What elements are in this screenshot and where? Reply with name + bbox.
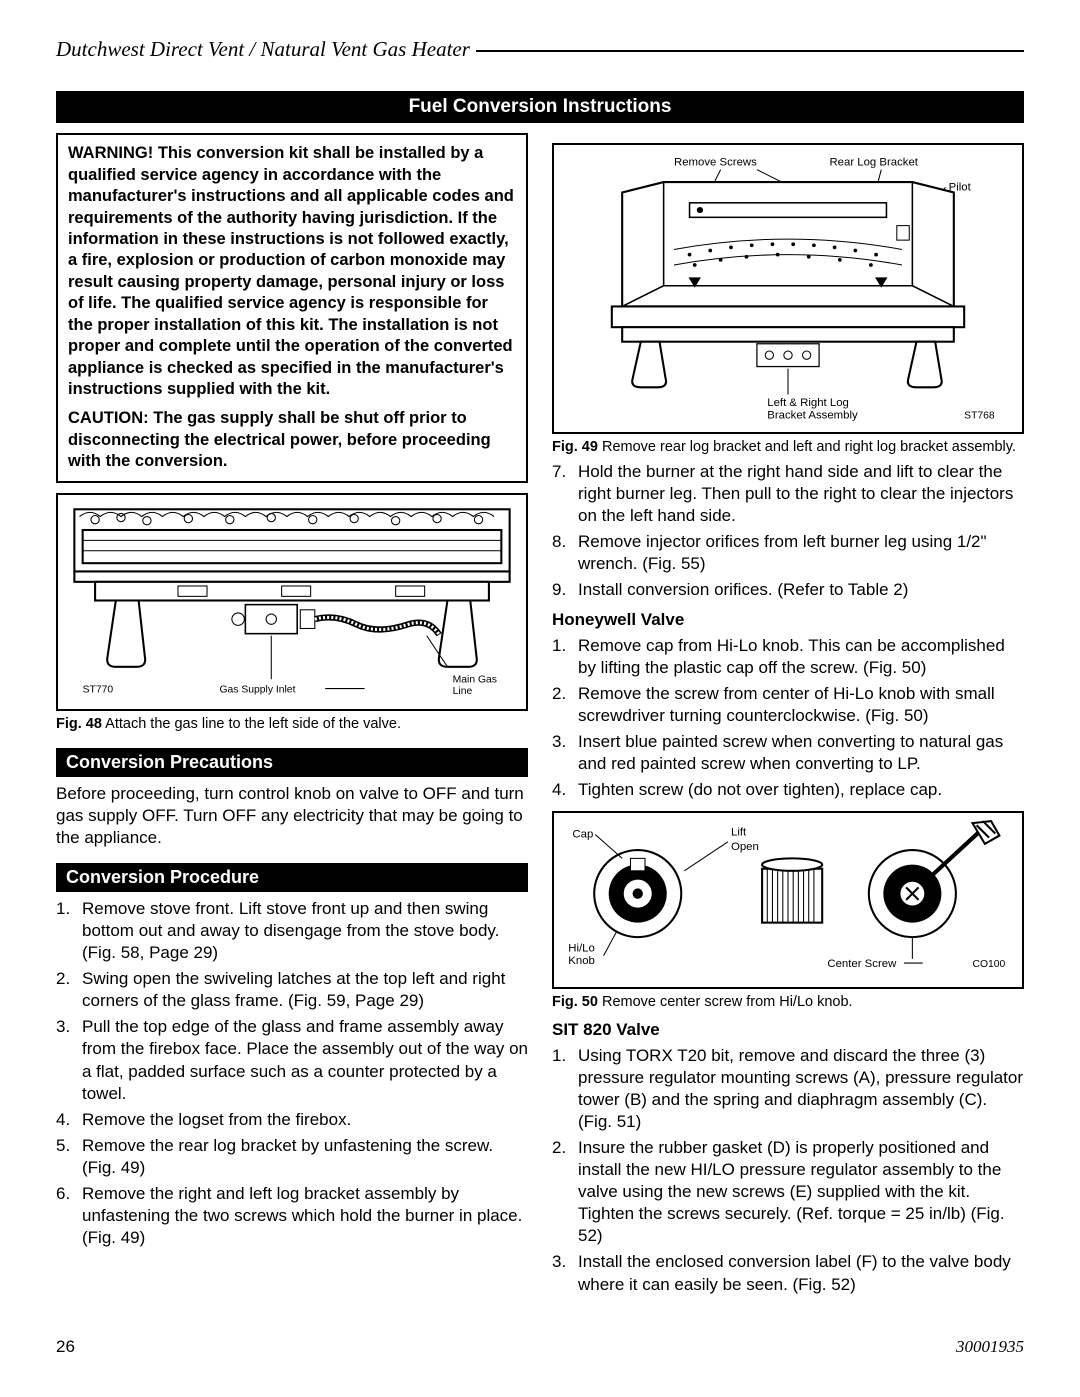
right-column: Remove Screws Rear Log Bracket Pilot	[552, 133, 1024, 1299]
figure-48-svg: ST770 Gas Supply Inlet Main Gas Line	[64, 501, 520, 698]
procedure-list-cont: Hold the burner at the right hand side a…	[552, 461, 1024, 602]
procedure-item: Remove cap from Hi-Lo knob. This can be …	[552, 635, 1024, 679]
honeywell-list: Remove cap from Hi-Lo knob. This can be …	[552, 635, 1024, 802]
fig48-code: ST770	[83, 684, 114, 695]
sit-heading: SIT 820 Valve	[552, 1019, 1024, 1041]
svg-text:Bracket Assembly: Bracket Assembly	[767, 410, 858, 421]
procedure-item: Install the enclosed conversion label (F…	[552, 1251, 1024, 1295]
figure-49: Remove Screws Rear Log Bracket Pilot	[552, 143, 1024, 434]
left-column: WARNING! This conversion kit shall be in…	[56, 133, 528, 1299]
svg-text:Line: Line	[453, 686, 473, 697]
figure-49-caption: Fig. 49 Remove rear log bracket and left…	[552, 438, 1024, 456]
precautions-body: Before proceeding, turn control knob on …	[56, 783, 528, 849]
figure-50-svg: Cap Hi/Lo Knob Lift Open	[560, 819, 1016, 974]
procedure-item: Install conversion orifices. (Refer to T…	[552, 579, 1024, 601]
page-number: 26	[56, 1336, 75, 1358]
figure-49-svg: Remove Screws Rear Log Bracket Pilot	[560, 151, 1016, 420]
fig48-main-gas-label: Main Gas	[453, 674, 497, 685]
procedure-item: Insure the rubber gasket (D) is properly…	[552, 1137, 1024, 1247]
figure-50-caption: Fig. 50 Remove center screw from Hi/Lo k…	[552, 993, 1024, 1011]
fig50-cap: Cap	[572, 829, 593, 841]
procedure-item: Remove the right and left log bracket as…	[56, 1183, 528, 1249]
header-rule	[476, 50, 1024, 52]
fig48-gas-supply-label: Gas Supply Inlet	[219, 684, 295, 695]
page-footer: 26 30001935	[56, 1336, 1024, 1358]
honeywell-heading: Honeywell Valve	[552, 609, 1024, 631]
figure-50: Cap Hi/Lo Knob Lift Open	[552, 811, 1024, 988]
fig50-open: Open	[731, 842, 759, 854]
fig50-center: Center Screw	[827, 959, 897, 971]
header-title: Dutchwest Direct Vent / Natural Vent Gas…	[56, 36, 1024, 63]
section-procedure: Conversion Procedure	[56, 863, 528, 892]
procedure-item: Hold the burner at the right hand side a…	[552, 461, 1024, 527]
procedure-item: Remove the rear log bracket by unfasteni…	[56, 1135, 528, 1179]
fig49-remove-screws: Remove Screws	[674, 157, 757, 169]
fig49-lr-log: Left & Right Log	[767, 397, 849, 409]
procedure-item: Tighten screw (do not over tighten), rep…	[552, 779, 1024, 801]
procedure-item: Using TORX T20 bit, remove and discard t…	[552, 1045, 1024, 1133]
fig49-code: ST768	[964, 411, 995, 421]
procedure-item: Remove the screw from center of Hi-Lo kn…	[552, 683, 1024, 727]
procedure-item: Swing open the swiveling latches at the …	[56, 968, 528, 1012]
procedure-item: Remove injector orifices from left burne…	[552, 531, 1024, 575]
figure-48: ST770 Gas Supply Inlet Main Gas Line	[56, 493, 528, 712]
procedure-item: Insert blue painted screw when convertin…	[552, 731, 1024, 775]
sit-list: Using TORX T20 bit, remove and discard t…	[552, 1045, 1024, 1296]
main-title-bar: Fuel Conversion Instructions	[56, 91, 1024, 123]
warning-text-2: CAUTION: The gas supply shall be shut of…	[68, 408, 516, 472]
warning-text-1: WARNING! This conversion kit shall be in…	[68, 143, 516, 400]
figure-48-caption: Fig. 48 Attach the gas line to the left …	[56, 715, 528, 733]
section-precautions: Conversion Precautions	[56, 748, 528, 777]
fig50-lift: Lift	[731, 827, 747, 839]
doc-number: 30001935	[956, 1336, 1024, 1358]
svg-text:Knob: Knob	[568, 956, 595, 968]
fig49-rear-log: Rear Log Bracket	[829, 157, 918, 169]
fig50-code: CO100	[972, 960, 1005, 971]
warning-box: WARNING! This conversion kit shall be in…	[56, 133, 528, 483]
procedure-item: Remove the logset from the firebox.	[56, 1109, 528, 1131]
procedure-list: Remove stove front. Lift stove front up …	[56, 898, 528, 1249]
procedure-item: Remove stove front. Lift stove front up …	[56, 898, 528, 964]
fig50-hilo: Hi/Lo	[568, 943, 595, 955]
procedure-item: Pull the top edge of the glass and frame…	[56, 1016, 528, 1104]
